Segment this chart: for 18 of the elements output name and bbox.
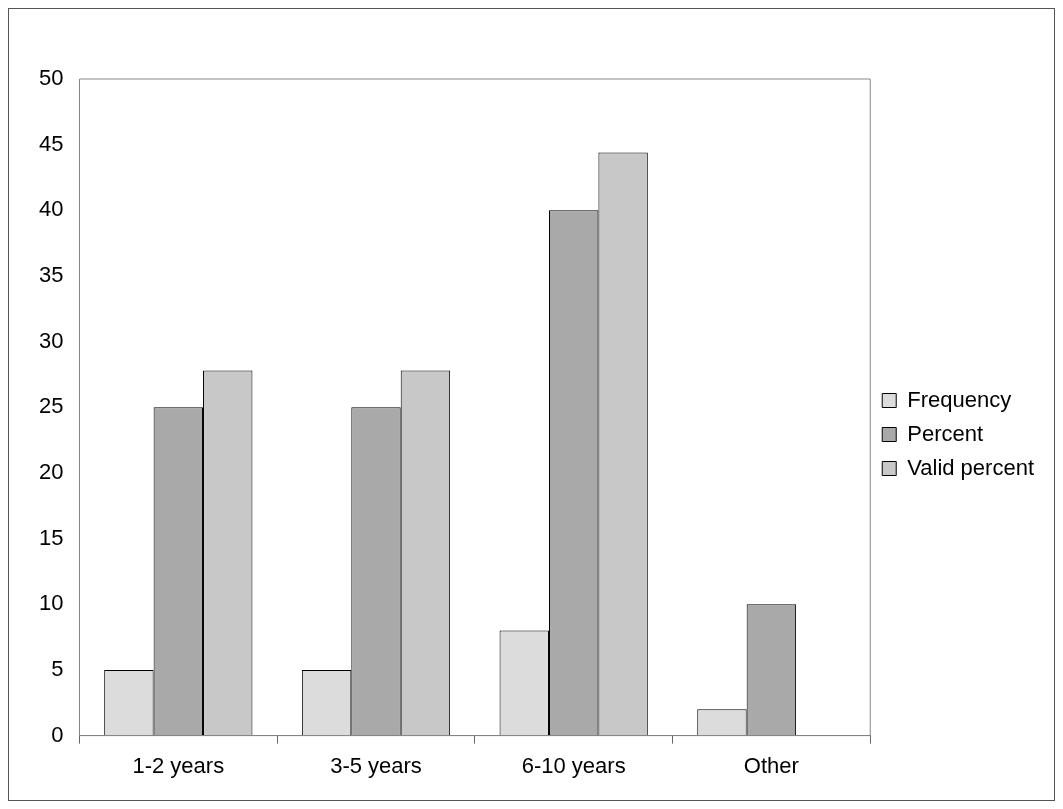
y-tick-label: 20	[38, 459, 64, 485]
y-tick-label: 0	[51, 721, 64, 747]
x-tick-label: 6-10 years	[521, 752, 626, 778]
y-tick-label: 10	[38, 590, 64, 616]
y-tick-label: 35	[38, 262, 64, 288]
y-tick-label: 25	[38, 393, 64, 419]
legend-label: Percent	[907, 420, 984, 446]
y-tick-label: 5	[51, 656, 64, 681]
x-tick-label: 3-5 years	[330, 752, 422, 778]
legend-label: Valid percent	[907, 454, 1034, 480]
y-tick-label: 50	[38, 65, 64, 91]
y-tick-label: 15	[38, 524, 64, 550]
x-tick-label: 1-2 years	[132, 752, 225, 778]
y-tick-label: 45	[38, 130, 64, 156]
y-tick-label: 40	[38, 196, 64, 222]
legend-label: Frequency	[907, 386, 1012, 412]
y-tick-label: 30	[38, 327, 64, 353]
x-tick-label: Other	[743, 752, 799, 778]
